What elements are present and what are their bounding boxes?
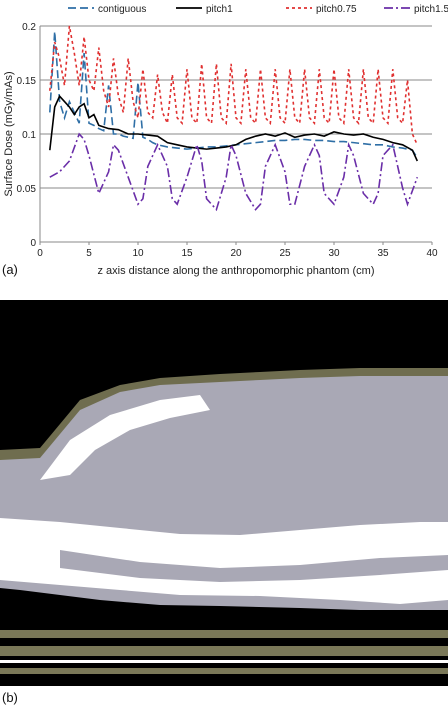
legend-label-0: contiguous — [98, 4, 146, 15]
outer-contour — [0, 368, 448, 462]
table-strip-top — [0, 630, 448, 638]
x-axis-label: z axis distance along the anthropomorphi… — [98, 265, 375, 277]
x-tick-label: 40 — [426, 248, 438, 259]
legend-label-2: pitch0.75 — [316, 4, 357, 15]
x-tick-label: 0 — [37, 248, 43, 259]
series-line-2 — [49, 25, 419, 146]
x-tick-label: 25 — [279, 248, 291, 259]
x-tick-label: 35 — [377, 248, 389, 259]
y-tick-label: 0.05 — [17, 184, 37, 195]
bone-upper — [40, 395, 210, 480]
table-strip-mid — [0, 646, 448, 656]
table-line-white — [0, 660, 448, 663]
ct-phantom-image — [0, 300, 448, 686]
table-strip-bottom — [0, 668, 448, 674]
y-axis-label: Surface Dose (mGy/mAs) — [3, 71, 15, 196]
x-tick-label: 5 — [86, 248, 92, 259]
y-tick-label: 0.2 — [22, 22, 36, 33]
y-tick-label: 0.1 — [22, 130, 36, 141]
segmented-phantom-image — [0, 300, 448, 686]
chart-panel-a: 0 0.05 0.1 0.15 0.2 0 5 10 15 20 25 30 35 40 z axis di… — [0, 0, 448, 290]
series-line-3 — [49, 132, 419, 212]
y-tick-label: 0 — [30, 238, 36, 249]
legend-label-1: pitch1 — [206, 4, 233, 15]
x-tick-label: 20 — [230, 248, 242, 259]
x-tick-label: 10 — [132, 248, 144, 259]
panel-label-b: (b) — [2, 690, 18, 705]
x-tick-label: 30 — [328, 248, 340, 259]
x-tick-label: 15 — [181, 248, 193, 259]
bone-lower — [0, 518, 448, 604]
panel-label-a: (a) — [2, 262, 18, 277]
tissue-streak — [60, 550, 448, 582]
y-tick-label: 0.15 — [17, 76, 37, 87]
legend-label-3: pitch1.5 — [414, 4, 448, 15]
series-line-1 — [49, 94, 419, 162]
series-line-0 — [49, 31, 418, 159]
line-chart: 0 0.05 0.1 0.15 0.2 0 5 10 15 20 25 30 35 40 z axis di… — [3, 4, 448, 277]
